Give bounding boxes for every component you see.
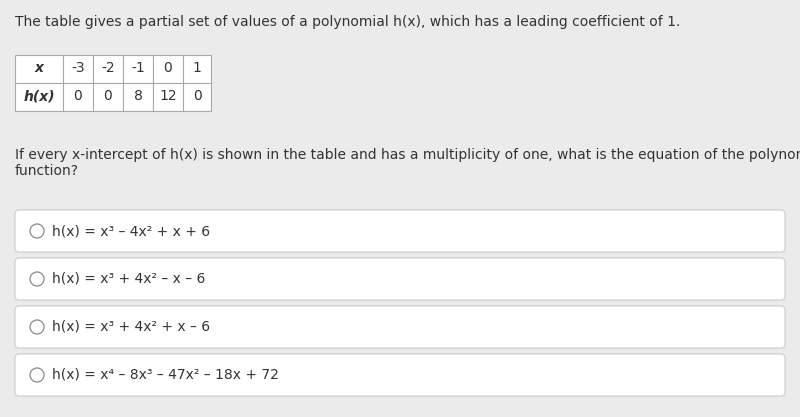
FancyBboxPatch shape [15, 83, 63, 111]
Text: 1: 1 [193, 61, 202, 75]
Text: h(x) = x³ + 4x² – x – 6: h(x) = x³ + 4x² – x – 6 [52, 272, 206, 286]
Text: -1: -1 [131, 61, 145, 75]
Text: h(x): h(x) [23, 89, 55, 103]
Text: If every x-intercept of h(x) is shown in the table and has a multiplicity of one: If every x-intercept of h(x) is shown in… [15, 148, 800, 178]
FancyBboxPatch shape [15, 258, 785, 300]
Text: 12: 12 [159, 89, 177, 103]
Text: x: x [34, 61, 43, 75]
FancyBboxPatch shape [15, 354, 785, 396]
FancyBboxPatch shape [153, 55, 183, 83]
FancyBboxPatch shape [123, 83, 153, 111]
FancyBboxPatch shape [15, 210, 785, 252]
FancyBboxPatch shape [123, 55, 153, 83]
Text: h(x) = x³ + 4x² + x – 6: h(x) = x³ + 4x² + x – 6 [52, 320, 210, 334]
FancyBboxPatch shape [63, 55, 93, 83]
Text: 0: 0 [104, 89, 112, 103]
Text: 0: 0 [74, 89, 82, 103]
Text: 0: 0 [193, 89, 202, 103]
FancyBboxPatch shape [93, 83, 123, 111]
Text: -2: -2 [101, 61, 115, 75]
FancyBboxPatch shape [63, 83, 93, 111]
Text: The table gives a partial set of values of a polynomial h(x), which has a leadin: The table gives a partial set of values … [15, 15, 680, 29]
Text: 8: 8 [134, 89, 142, 103]
Text: h(x) = x⁴ – 8x³ – 47x² – 18x + 72: h(x) = x⁴ – 8x³ – 47x² – 18x + 72 [52, 368, 279, 382]
Text: 0: 0 [164, 61, 172, 75]
FancyBboxPatch shape [183, 55, 211, 83]
FancyBboxPatch shape [183, 83, 211, 111]
FancyBboxPatch shape [93, 55, 123, 83]
FancyBboxPatch shape [153, 83, 183, 111]
FancyBboxPatch shape [15, 55, 63, 83]
FancyBboxPatch shape [15, 306, 785, 348]
Text: -3: -3 [71, 61, 85, 75]
Text: h(x) = x³ – 4x² + x + 6: h(x) = x³ – 4x² + x + 6 [52, 224, 210, 238]
